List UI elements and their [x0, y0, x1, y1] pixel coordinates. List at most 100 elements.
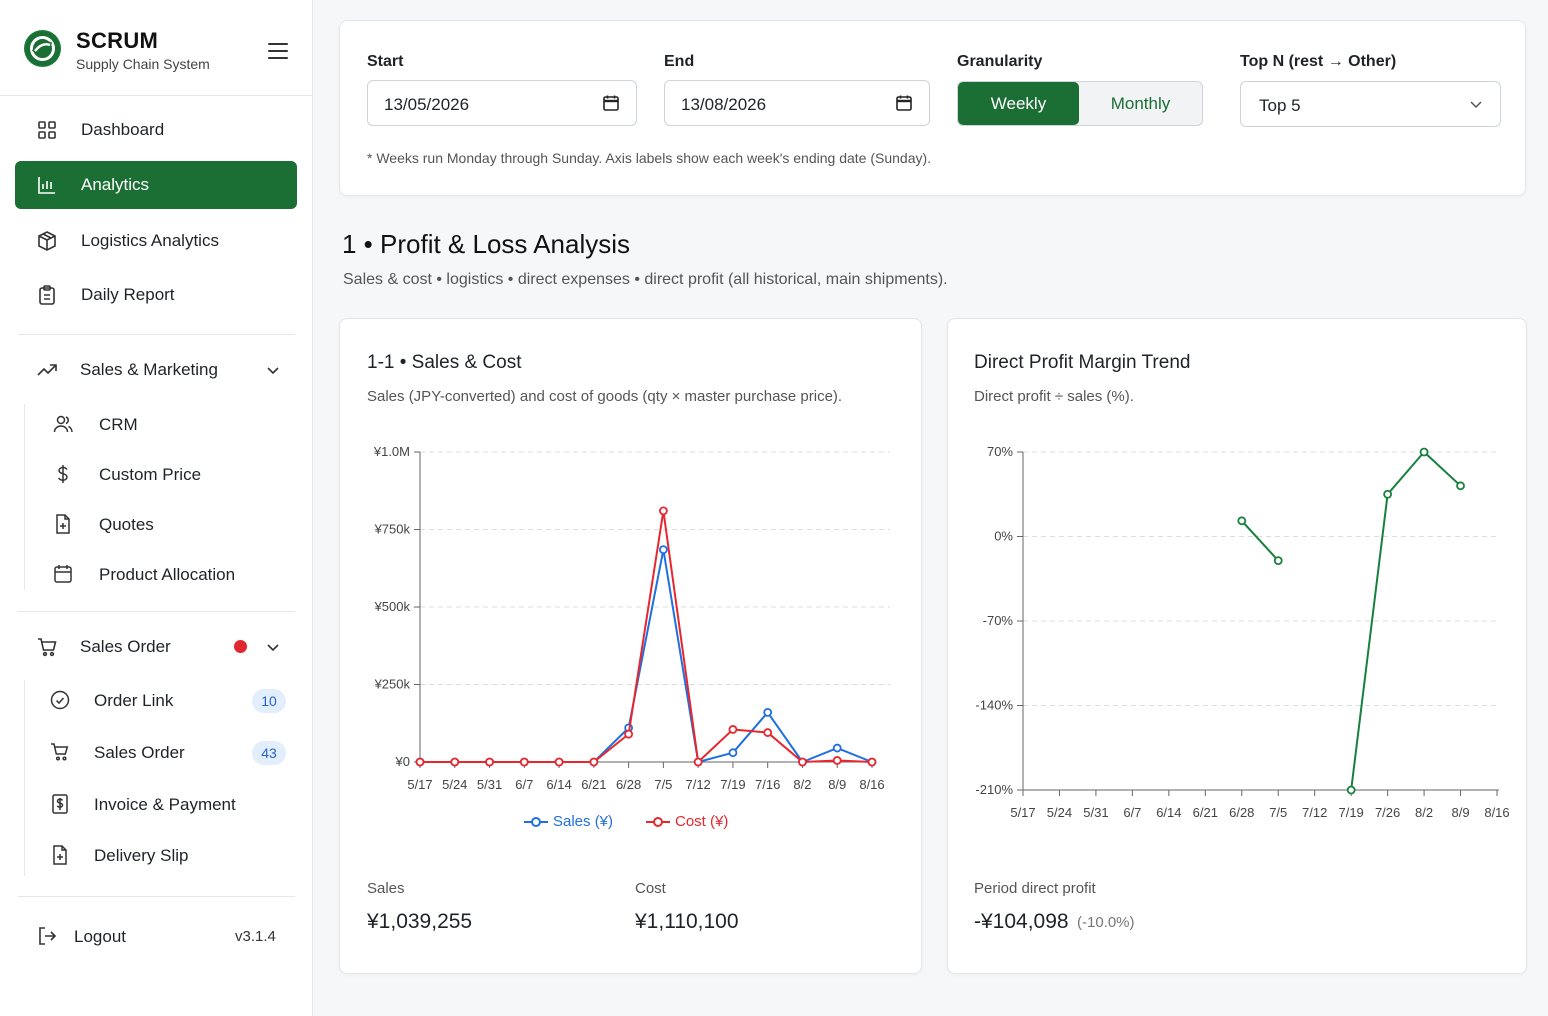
x-tick-label: 7/5 [654, 777, 672, 792]
x-tick-label: 8/2 [1415, 805, 1433, 820]
granularity-monthly-button[interactable]: Monthly [1110, 94, 1171, 113]
calendar-icon[interactable] [602, 94, 620, 112]
sidebar: SCRUM Supply Chain System Dashboard Anal… [0, 0, 313, 1016]
data-point-2 [832, 756, 842, 765]
group-sales-marketing[interactable]: Sales & Marketing [15, 348, 297, 392]
chart-subtitle: Sales (JPY-converted) and cost of goods … [367, 388, 843, 405]
sub-item-label: Invoice & Payment [94, 795, 236, 814]
chart-subtitle: Direct profit ÷ sales (%). [974, 388, 1134, 405]
data-point-1 [658, 545, 668, 555]
nav-daily-report[interactable]: Daily Report [15, 271, 297, 319]
x-tick-label: 5/17 [1010, 805, 1035, 820]
data-point-1 [1346, 785, 1356, 795]
stat-sales-value: ¥1,039,255 [367, 910, 473, 933]
calendar-icon [52, 563, 74, 585]
y-tick-label: ¥250k [374, 677, 411, 692]
end-date-value: 13/08/2026 [681, 95, 767, 114]
x-tick-label: 5/24 [442, 777, 467, 792]
sub-item-label: Quotes [99, 515, 154, 534]
chevron-down-icon [263, 360, 283, 380]
granularity-toggle: Weekly Monthly [957, 81, 1203, 126]
x-tick-label: 6/28 [1229, 805, 1254, 820]
package-icon [35, 229, 59, 253]
invoice-icon [49, 793, 71, 815]
count-badge: 43 [252, 741, 286, 765]
granularity-weekly-button[interactable]: Weekly [958, 82, 1079, 125]
submenu-rail [24, 680, 25, 876]
series-line-1 [1241, 520, 1279, 562]
data-point-2 [485, 757, 494, 767]
bar-chart-icon [35, 173, 59, 197]
x-tick-label: 6/28 [616, 777, 641, 792]
app-version: v3.1.4 [235, 928, 276, 945]
topn-select[interactable]: Top 5 [1240, 81, 1501, 127]
x-tick-label: 6/14 [1156, 805, 1181, 820]
x-tick-label: 6/21 [1193, 805, 1218, 820]
x-tick-label: 8/16 [1484, 805, 1509, 820]
x-tick-label: 8/9 [828, 777, 846, 792]
data-point-2 [728, 725, 738, 734]
y-tick-label: ¥1.0M [373, 444, 410, 459]
nav-label: Analytics [81, 175, 150, 194]
cart-icon [49, 741, 71, 763]
calendar-icon[interactable] [895, 94, 913, 112]
check-circle-icon [49, 689, 71, 711]
nav-label: Daily Report [81, 285, 175, 304]
sub-item-custom-price[interactable]: Custom Price [30, 452, 295, 496]
brand-subtitle: Supply Chain System [76, 56, 210, 72]
divider [18, 334, 295, 335]
x-tick-label: 8/2 [793, 777, 811, 792]
y-tick-label: -70% [983, 613, 1014, 628]
nav-analytics[interactable]: Analytics [15, 161, 297, 209]
sub-item-product-allocation[interactable]: Product Allocation [30, 552, 295, 596]
y-tick-label: ¥500k [374, 599, 411, 614]
logout-button[interactable]: Logout [15, 914, 297, 958]
end-label: End [664, 53, 695, 70]
data-point-2 [624, 729, 634, 739]
sub-item-delivery-slip[interactable]: Delivery Slip [30, 833, 295, 877]
grid-icon [35, 118, 59, 142]
brand-header: SCRUM Supply Chain System [0, 0, 313, 96]
x-tick-label: 8/16 [859, 777, 884, 792]
chevron-down-icon [1468, 96, 1484, 112]
filter-note: * Weeks run Monday through Sunday. Axis … [367, 150, 932, 166]
x-tick-label: 6/7 [515, 777, 533, 792]
sales-cost-card [339, 318, 922, 974]
logout-icon [35, 924, 59, 948]
end-date-input[interactable]: 13/08/2026 [664, 80, 930, 126]
group-sales-order[interactable]: Sales Order [15, 625, 297, 669]
sub-item-crm[interactable]: CRM [30, 402, 295, 446]
sub-item-order-link[interactable]: Order Link 10 [30, 678, 295, 722]
x-tick-label: 7/16 [755, 777, 780, 792]
stat-profit-value: -¥104,098 [974, 910, 1069, 933]
x-tick-label: 6/7 [1123, 805, 1141, 820]
nav-logistics-analytics[interactable]: Logistics Analytics [15, 217, 297, 265]
data-point-2 [798, 757, 807, 767]
data-point-1 [728, 748, 738, 758]
nav-dashboard[interactable]: Dashboard [15, 106, 297, 154]
y-tick-label: -140% [975, 698, 1013, 713]
brand-name: SCRUM [76, 28, 159, 53]
dollar-icon [52, 463, 74, 485]
series-line-1 [1350, 451, 1462, 791]
sub-item-quotes[interactable]: Quotes [30, 502, 295, 546]
data-point-1 [763, 708, 773, 717]
chevron-down-icon [263, 637, 283, 657]
section-subtitle: Sales & cost • logistics • direct expens… [343, 271, 948, 288]
sub-item-sales-order[interactable]: Sales Order 43 [30, 730, 295, 774]
stat-profit-percent: (-10.0%) [1077, 914, 1135, 931]
nav-label: Logistics Analytics [81, 231, 219, 250]
file-icon [52, 513, 74, 535]
data-point-2 [519, 757, 529, 767]
menu-toggle-icon[interactable] [266, 40, 290, 62]
topn-value: Top 5 [1259, 96, 1301, 115]
start-date-input[interactable]: 13/05/2026 [367, 80, 637, 126]
sub-item-label: Delivery Slip [94, 846, 189, 865]
nav-label: Dashboard [81, 120, 165, 139]
sub-item-label: CRM [99, 415, 138, 434]
x-tick-label: 5/24 [1047, 805, 1072, 820]
file-icon [49, 844, 71, 866]
data-point-1 [1273, 556, 1283, 566]
sub-item-invoice-payment[interactable]: Invoice & Payment [30, 782, 295, 826]
